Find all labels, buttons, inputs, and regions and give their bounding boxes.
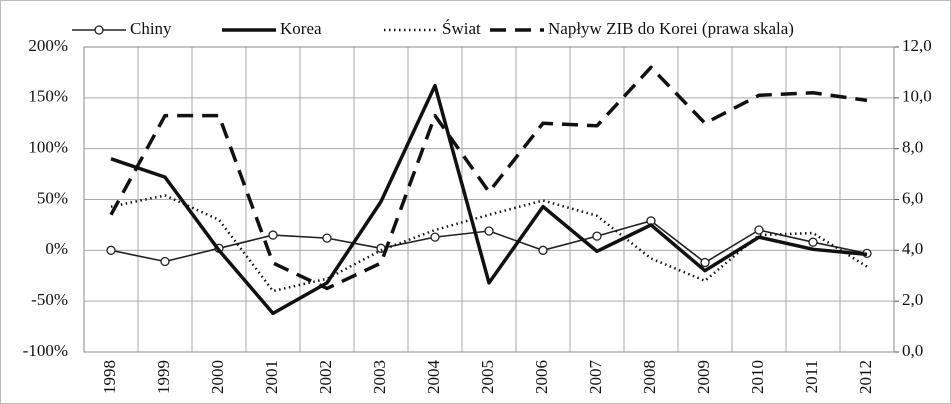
y2-tick-label: 8,0 (902, 138, 923, 157)
y2-tick-label: 10,0 (902, 87, 932, 106)
y-tick-label: -50% (31, 290, 68, 309)
legend-label: Napływ ZIB do Korei (prawa skala) (548, 19, 794, 38)
point (268, 230, 278, 240)
x-tick-label: 2001 (262, 360, 281, 394)
x-tick-label: 2010 (748, 360, 767, 394)
point (106, 245, 116, 255)
x-tick-label: 2004 (424, 360, 443, 395)
series-line (110, 83, 868, 316)
x-tick-label: 2006 (532, 360, 551, 394)
y-tick-label: 100% (28, 138, 68, 157)
y2-tick-label: 0,0 (902, 341, 923, 360)
legend-label: Świat (442, 19, 481, 38)
point (430, 232, 440, 242)
x-tick-label: 1998 (100, 360, 119, 394)
legend-label: Chiny (130, 19, 172, 38)
series-line (110, 194, 868, 293)
point (700, 257, 710, 268)
y-tick-label: 150% (28, 87, 68, 106)
y-tick-label: -100% (23, 341, 68, 360)
x-tick-label: 2007 (586, 360, 605, 395)
point (538, 245, 548, 255)
x-tick-label: 2000 (208, 360, 227, 394)
x-tick-label: 2011 (802, 360, 821, 393)
x-tick-label: 1999 (154, 360, 173, 394)
series-line (109, 65, 868, 291)
y-tick-label: 50% (37, 188, 68, 207)
x-tick-label: 2005 (478, 360, 497, 394)
point (592, 231, 602, 241)
x-tick-label: 2009 (694, 360, 713, 394)
y2-tick-label: 4,0 (902, 239, 923, 258)
y-tick-label: 200% (28, 36, 68, 55)
x-tick-label: 2012 (856, 360, 875, 394)
point (322, 233, 332, 243)
x-tick-label: 2003 (370, 360, 389, 394)
y-tick-label: 0% (45, 239, 68, 258)
legend-marker (94, 25, 104, 35)
plot-border (83, 46, 895, 353)
point (754, 225, 764, 235)
x-tick-label: 2008 (640, 360, 659, 394)
point (160, 256, 170, 267)
point (808, 237, 818, 247)
y2-tick-label: 2,0 (902, 290, 923, 309)
legend-label: Korea (280, 19, 322, 38)
y2-tick-label: 6,0 (902, 188, 923, 207)
x-tick-label: 2002 (316, 360, 335, 394)
y2-tick-label: 12,0 (902, 36, 932, 55)
point (484, 226, 494, 236)
